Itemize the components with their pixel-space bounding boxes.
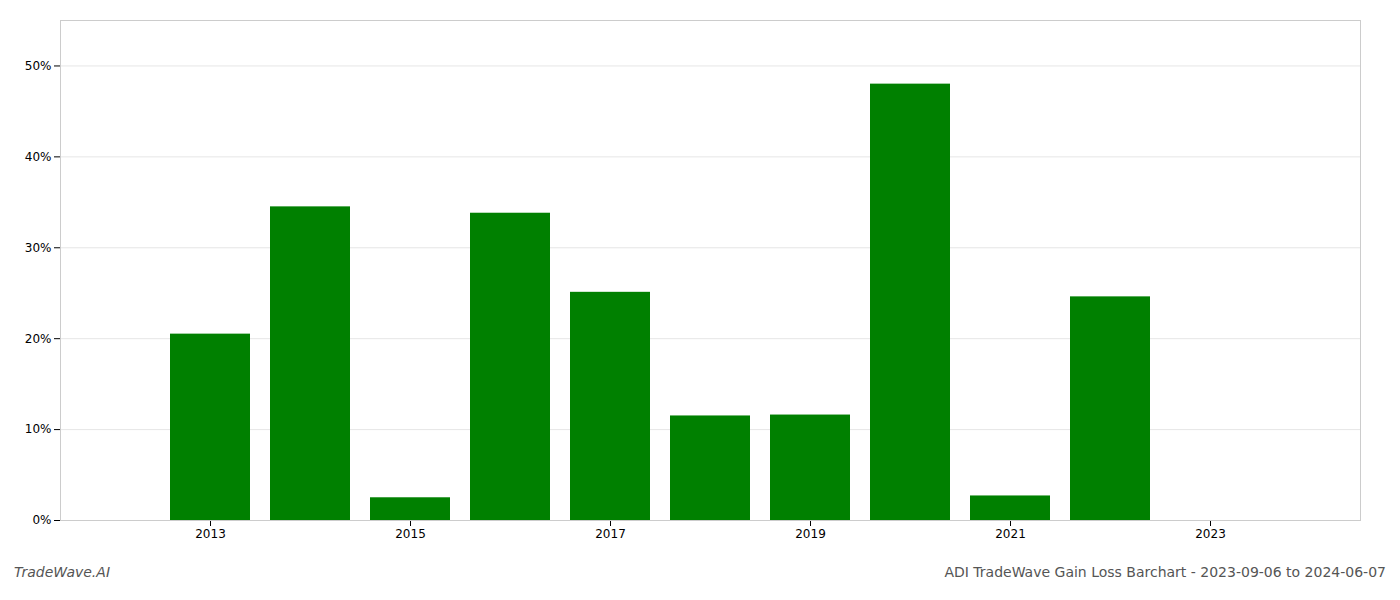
svg-text:20%: 20% [25,332,52,346]
svg-text:30%: 30% [25,241,52,255]
svg-text:2023: 2023 [1195,527,1226,541]
svg-text:50%: 50% [25,59,52,73]
html-text:ADI TradeWave Gain Loss Barcha: ADI TradeWave Gain Loss Barchart - 2023-… [944,564,1386,580]
svg-text:2013: 2013 [195,527,226,541]
html-text:TradeWave.AI: TradeWave.AI [14,564,110,580]
svg-text:0%: 0% [32,513,51,527]
svg-text:10%: 10% [25,422,52,436]
svg-text:2019: 2019 [795,527,826,541]
svg-text:40%: 40% [25,150,52,164]
svg-text:2015: 2015 [395,527,426,541]
svg-text:2021: 2021 [995,527,1026,541]
svg-text:2017: 2017 [595,527,626,541]
